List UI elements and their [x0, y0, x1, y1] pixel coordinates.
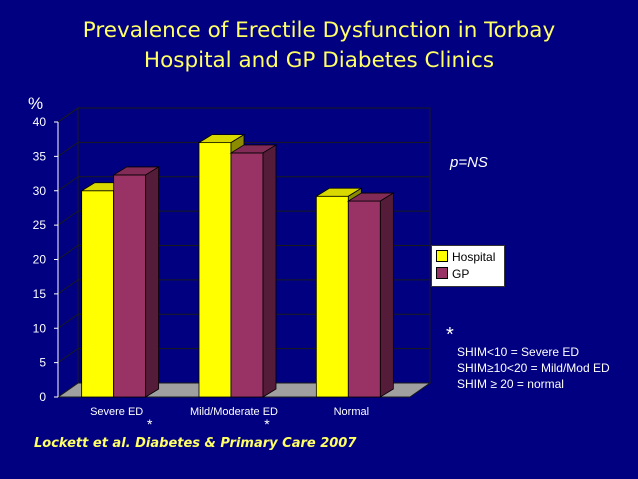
footnote-line-2: SHIM≥10<20 = Mild/Mod ED — [457, 361, 610, 375]
x-category-label: Mild/Moderate ED — [190, 406, 278, 418]
footnote-line-3: SHIM ≥ 20 = normal — [457, 377, 564, 391]
bar-side-gp — [262, 144, 277, 398]
footnote-asterisk: * — [446, 324, 454, 346]
gridline — [57, 313, 430, 329]
gridline — [57, 210, 430, 226]
significance-label: p=NS — [450, 154, 488, 171]
legend-label-gp: GP — [452, 267, 470, 281]
gridline — [57, 245, 430, 260]
gridline — [57, 348, 430, 364]
y-tick-label: 40 — [33, 115, 47, 129]
bar-side-gp — [379, 192, 394, 398]
legend-swatch-gp — [436, 267, 448, 279]
y-tick-label: 5 — [39, 356, 46, 370]
slide-title: Prevalence of Erectile Dysfunction in To… — [0, 16, 638, 76]
gridline — [57, 107, 430, 123]
y-tick-label: 35 — [33, 149, 47, 163]
legend-item-hospital: Hospital — [436, 250, 495, 264]
legend-swatch-hospital — [436, 250, 448, 262]
gridline — [57, 141, 430, 157]
y-tick-label: 15 — [33, 287, 47, 301]
y-tick-label: 0 — [39, 390, 46, 404]
x-category-label: Severe ED — [90, 406, 143, 418]
x-category-label: Normal — [334, 406, 369, 418]
bar-gp — [230, 152, 264, 398]
y-tick-label: 20 — [33, 253, 47, 267]
title-line-2: Hospital and GP Diabetes Clinics — [143, 48, 495, 73]
x-category-marker: * — [264, 416, 270, 432]
gridline — [57, 176, 430, 192]
y-tick-label: 10 — [33, 321, 47, 335]
bar-hospital — [315, 195, 349, 398]
citation: Lockett et al. Diabetes & Primary Care 2… — [34, 436, 357, 451]
y-tick-label: 25 — [33, 218, 47, 232]
y-axis-label: % — [28, 94, 43, 113]
bar-hospital — [81, 190, 115, 398]
y-tick-label: 30 — [33, 184, 47, 198]
gridline — [57, 279, 430, 295]
bar-side-gp — [145, 166, 160, 398]
legend-label-hospital: Hospital — [452, 250, 496, 264]
x-category-marker: * — [147, 416, 153, 432]
legend-item-gp: GP — [436, 267, 469, 281]
title-line-1: Prevalence of Erectile Dysfunction in To… — [82, 18, 556, 43]
bar-hospital — [198, 142, 232, 398]
bar-gp — [113, 174, 147, 398]
bar-gp — [347, 200, 381, 398]
footnote-line-1: SHIM<10 = Severe ED — [457, 345, 580, 359]
chart-legend: Hospital GP — [431, 245, 505, 287]
